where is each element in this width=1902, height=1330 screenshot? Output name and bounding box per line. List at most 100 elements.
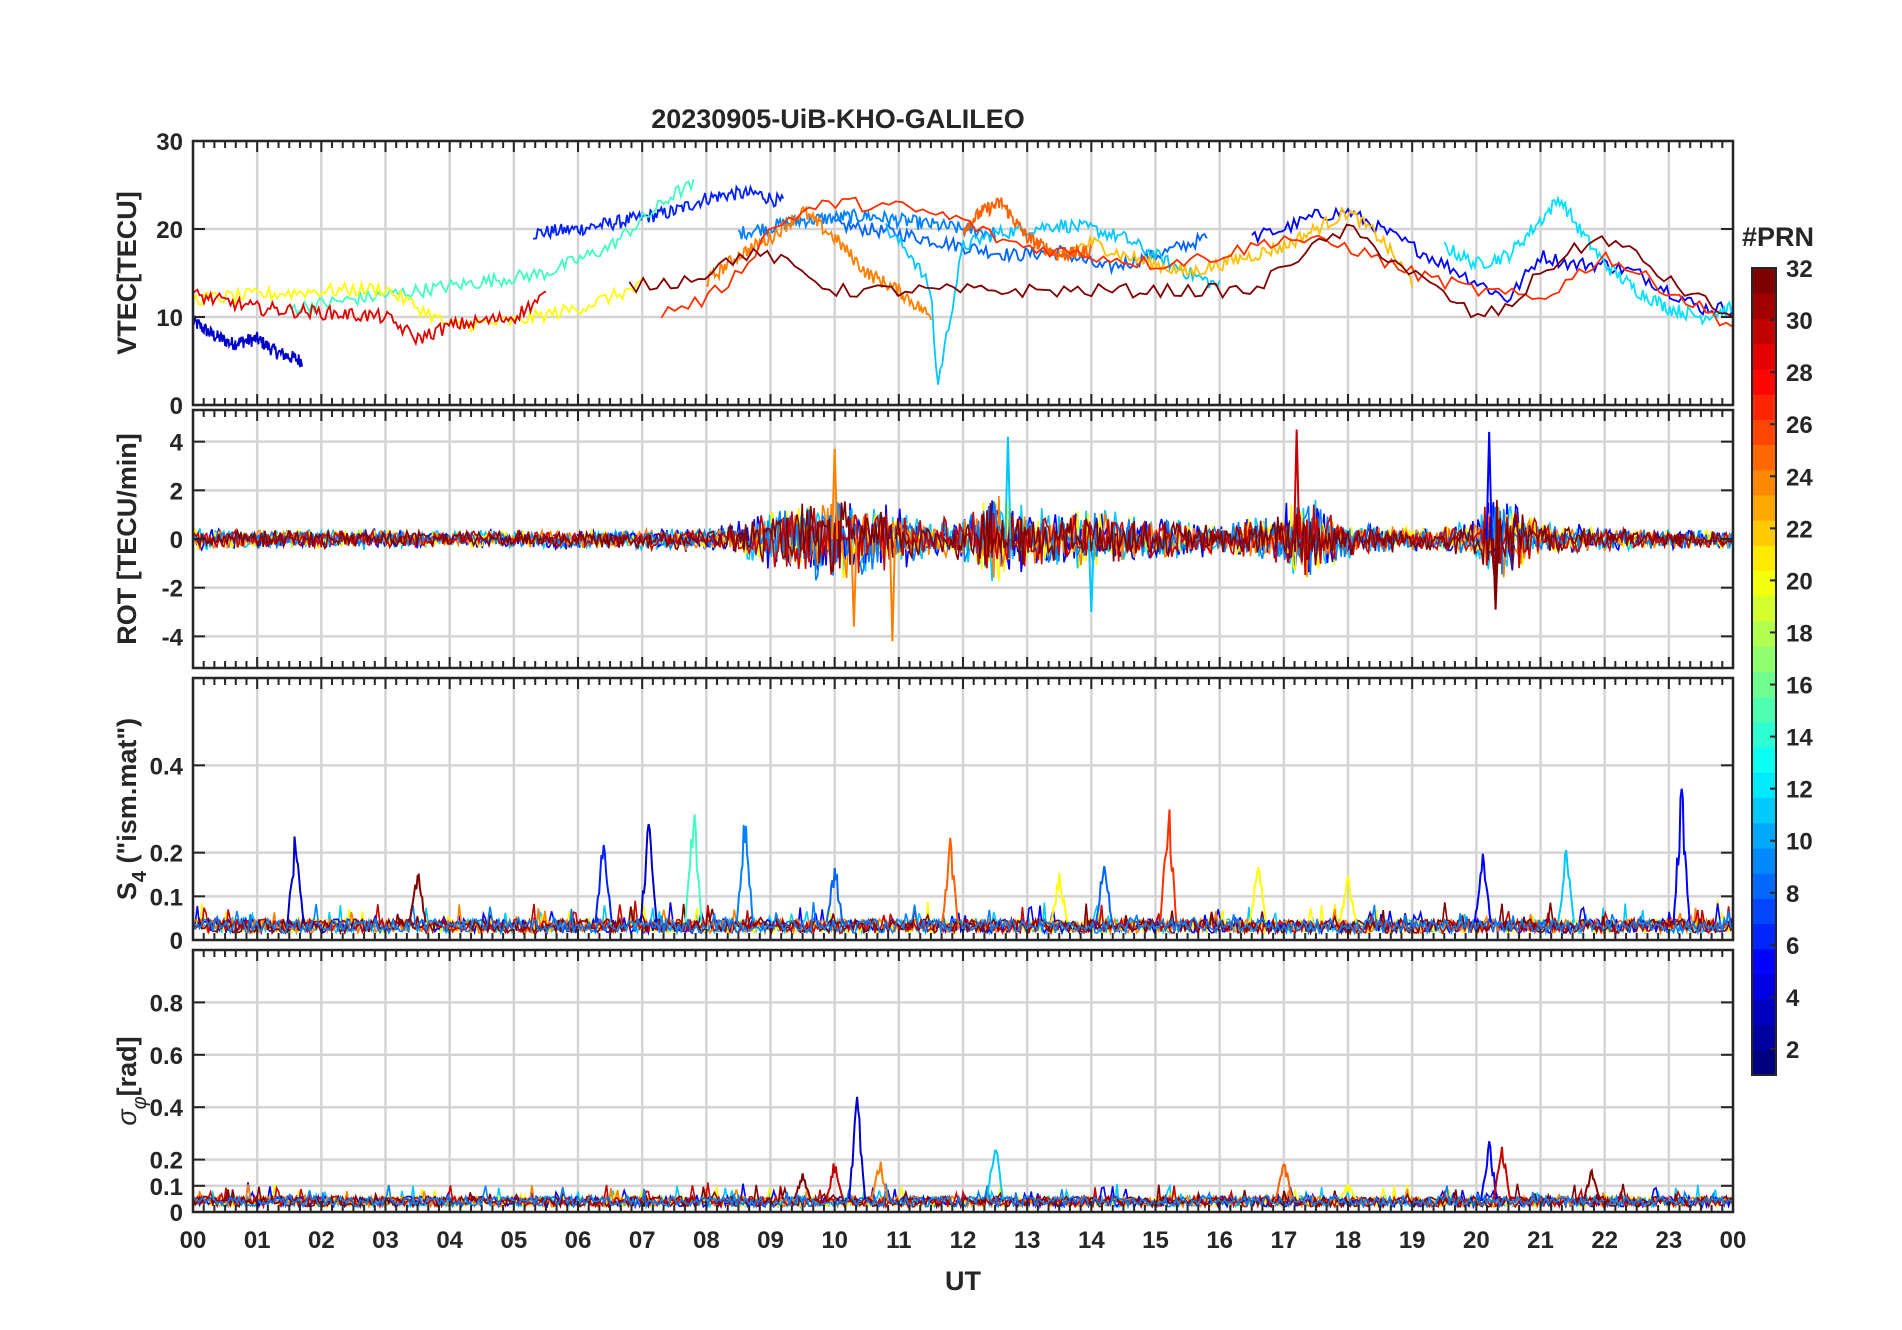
s4-spike: [825, 867, 844, 923]
s4-spike: [286, 836, 305, 923]
sigma_phi-spike: [1274, 1163, 1293, 1200]
colorbar-tick-label: 18: [1786, 620, 1813, 647]
colorbar-swatch: [1752, 747, 1776, 773]
x-tick-label: 16: [1206, 1227, 1233, 1254]
x-tick-label: 03: [372, 1227, 399, 1254]
x-tick-label: 11: [886, 1227, 911, 1254]
colorbar-swatch: [1752, 444, 1776, 471]
rot-spike: [1293, 429, 1301, 540]
colorbar-tick-label: 14: [1786, 725, 1813, 752]
y-tick-label: 0.2: [150, 841, 183, 868]
vtec-series-line: [193, 315, 303, 368]
y-axis-label-rot: ROT [TECU/min]: [112, 433, 142, 644]
colorbar-tick-label: 32: [1786, 256, 1813, 283]
colorbar-swatch: [1752, 848, 1776, 874]
y-tick-label: 0: [170, 393, 183, 420]
colorbar-swatch: [1752, 343, 1776, 370]
y-tick-label: 10: [156, 305, 183, 332]
vtec-series-line: [1443, 195, 1733, 326]
sigma_phi-spike: [1493, 1146, 1511, 1200]
colorbar-swatch: [1752, 595, 1776, 622]
vtec-series-line: [1251, 206, 1733, 317]
vtec-series-line: [288, 178, 695, 316]
s4-spike: [1672, 788, 1691, 923]
s4-spike: [1249, 866, 1268, 923]
vtec-series-line: [193, 288, 547, 347]
rot-spike: [1004, 436, 1012, 540]
y-tick-label: 0.6: [150, 1043, 183, 1070]
plot-area-rot: [193, 429, 1733, 642]
colorbar-swatch: [1752, 696, 1776, 723]
x-tick-label: 06: [565, 1227, 592, 1254]
colorbar-swatch: [1752, 721, 1776, 748]
s4-spike: [639, 823, 658, 923]
vtec-series-line: [962, 197, 1093, 263]
y-axis-label-sigma_phi: σφ[rad]: [112, 1036, 151, 1125]
colorbar-swatch: [1752, 520, 1776, 546]
colorbar-tick-label: 28: [1786, 360, 1813, 387]
rot-spike: [1492, 538, 1500, 610]
x-tick-label: 15: [1142, 1227, 1169, 1254]
panel-vtec: 0 10 20 30 VTEC[TECU]: [112, 129, 1735, 420]
vtec-series-line: [628, 223, 1733, 319]
colorbar-swatch: [1752, 419, 1776, 446]
colorbar-swatch: [1752, 646, 1776, 672]
colorbar-tick-label: 24: [1786, 464, 1813, 491]
s4-spike: [1473, 853, 1492, 923]
colorbar-tick-label: 20: [1786, 568, 1813, 595]
panel-rot: -4 -2 0 2 4 ROT [TECU/min]: [112, 408, 1735, 670]
s4-spike: [1050, 872, 1069, 923]
rot-spike: [1485, 431, 1493, 540]
sigma_phi-spike: [1339, 1184, 1357, 1200]
colorbar-swatch: [1752, 873, 1776, 899]
colorbar-swatch: [1752, 494, 1776, 521]
y-tick-label: 0.4: [150, 753, 184, 780]
colorbar-tick-label: 26: [1786, 412, 1813, 439]
x-tick-label: 09: [757, 1227, 784, 1254]
y-tick-label: 0: [170, 928, 183, 955]
x-tick-label: 01: [244, 1227, 271, 1254]
y-axis-label-s4: S4 ("ism.mat"): [112, 718, 151, 900]
x-tick-label: 19: [1399, 1227, 1426, 1254]
colorbar-swatch: [1752, 394, 1776, 420]
s4-spike: [594, 844, 613, 923]
y-tick-label: 0.4: [150, 1095, 184, 1122]
x-axis-label: UT: [945, 1266, 981, 1296]
colorbar-tick-label: 10: [1786, 829, 1813, 856]
colorbar-swatch: [1752, 545, 1776, 572]
colorbar-swatch: [1752, 293, 1776, 319]
sigma_phi-spike: [848, 1096, 867, 1199]
colorbar-swatch: [1752, 898, 1776, 925]
rot-series-line: [193, 504, 1733, 576]
panel-s4: 0 0.1 0.2 0.4S4 ("ism.mat"): [112, 676, 1735, 955]
x-tick-label: 02: [308, 1227, 335, 1254]
panel-sigma_phi: 00.10.2 0.4 0.6 0.8 σφ[rad]: [112, 948, 1735, 1227]
vtec-series-line: [533, 184, 785, 241]
x-tick-label: 05: [500, 1227, 527, 1254]
y-tick-label: 0.2: [150, 1148, 183, 1175]
y-tick-label: 20: [156, 217, 183, 244]
x-tick-label: 22: [1591, 1227, 1618, 1254]
colorbar-swatch: [1752, 948, 1776, 975]
y-axis-label-vtec: VTEC[TECU]: [112, 191, 142, 355]
colorbar-swatch: [1752, 318, 1776, 345]
x-tick-label: 00: [1720, 1227, 1747, 1254]
x-tick-label: 23: [1655, 1227, 1682, 1254]
figure-title: 20230905-UiB-KHO-GALILEO: [651, 104, 1025, 134]
sigma_phi-spike: [1480, 1141, 1499, 1200]
y-tick-label: 4: [170, 430, 184, 457]
vtec-series-line: [193, 278, 643, 333]
x-tick-label: 13: [1014, 1227, 1041, 1254]
vtec-series-line: [660, 196, 1733, 328]
sigma_phi-spike: [793, 1173, 812, 1200]
sigma_phi-spike: [1582, 1167, 1601, 1200]
y-tick-label: 0.1: [150, 1174, 183, 1201]
vtec-series-line: [1059, 206, 1414, 288]
colorbar-swatch: [1752, 772, 1776, 799]
s4-spike: [408, 872, 427, 923]
vtec-series-line: [885, 218, 1221, 385]
x-tick-label: 17: [1270, 1227, 1297, 1254]
s4-spike: [1339, 873, 1357, 923]
